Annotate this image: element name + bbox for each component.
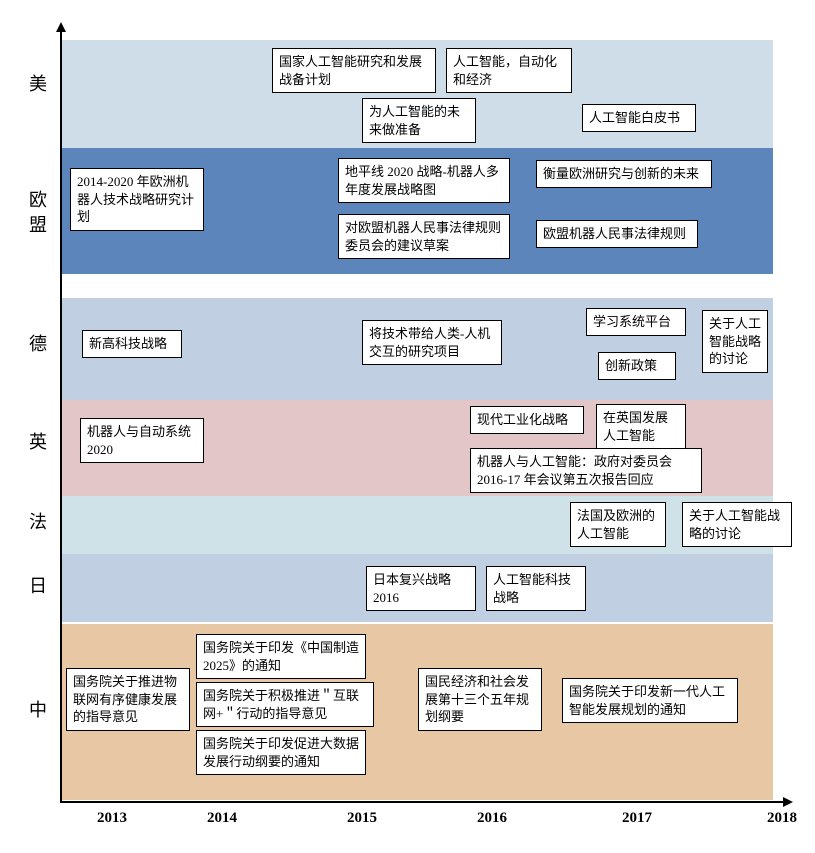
x-tick: 2015 [347,810,377,827]
policy-box: 关于人工智能战略的讨论 [682,502,792,547]
policy-box: 欧盟机器人民事法律规则 [536,220,698,248]
policy-box: 在英国发展人工智能 [596,404,686,449]
country-label-fr: 法 [20,510,56,535]
x-tick: 2013 [97,810,127,827]
policy-box: 国务院关于印发新一代人工智能发展规划的通知 [562,678,738,723]
policy-box: 机器人与人工智能：政府对委员会 2016-17 年会议第五次报告回应 [470,448,702,493]
policy-box: 地平线 2020 战略-机器人多年度发展战略图 [338,158,510,203]
policy-box: 国务院关于推进物联网有序健康发展的指导意见 [66,668,190,731]
x-tick: 2017 [622,810,652,827]
band-fr [62,496,773,554]
country-label-uk: 英 [20,430,56,455]
country-label-us: 美 [20,72,56,97]
country-label-eu: 欧盟 [20,188,56,238]
policy-box: 创新政策 [598,352,676,380]
policy-box: 2014-2020 年欧洲机器人技术战略研究计划 [70,168,204,231]
country-label-jp: 日 [20,574,56,599]
country-label-cn: 中 [20,698,56,723]
policy-box: 对欧盟机器人民事法律规则委员会的建议草案 [338,214,510,259]
policy-box: 关于人工智能战略的讨论 [702,310,768,373]
policy-box: 人工智能，自动化和经济 [446,48,572,93]
policy-box: 为人工智能的未来做准备 [362,98,476,143]
policy-box: 机器人与自动系统 2020 [80,418,204,463]
policy-box: 国民经济和社会发展第十三个五年规划纲要 [418,668,542,731]
policy-box: 现代工业化战略 [470,406,584,434]
country-label-de: 德 [20,332,56,357]
policy-box: 日本复兴战略 2016 [366,566,476,611]
policy-box: 新高科技战略 [82,330,182,358]
policy-box: 国务院关于印发《中国制造 2025》的通知 [196,634,366,679]
policy-box: 人工智能白皮书 [582,104,696,132]
x-axis [60,801,785,803]
policy-box: 衡量欧洲研究与创新的未来 [536,160,712,188]
policy-box: 法国及欧洲的人工智能 [570,502,666,547]
policy-box: 国务院关于印发促进大数据发展行动纲要的通知 [196,730,366,775]
policy-box: 国务院关于积极推进＂互联网+＂行动的指导意见 [196,682,374,727]
policy-box: 国家人工智能研究和发展战备计划 [272,48,436,93]
policy-box: 将技术带给人类-人机交互的研究项目 [362,320,502,365]
policy-box: 人工智能科技战略 [486,566,586,611]
x-tick: 2014 [207,810,237,827]
policy-box: 学习系统平台 [586,308,686,336]
x-tick: 2018 [767,810,797,827]
x-tick: 2016 [477,810,507,827]
timeline-chart: 美欧盟德英法日中 国家人工智能研究和发展战备计划人工智能，自动化和经济为人工智能… [20,20,795,833]
